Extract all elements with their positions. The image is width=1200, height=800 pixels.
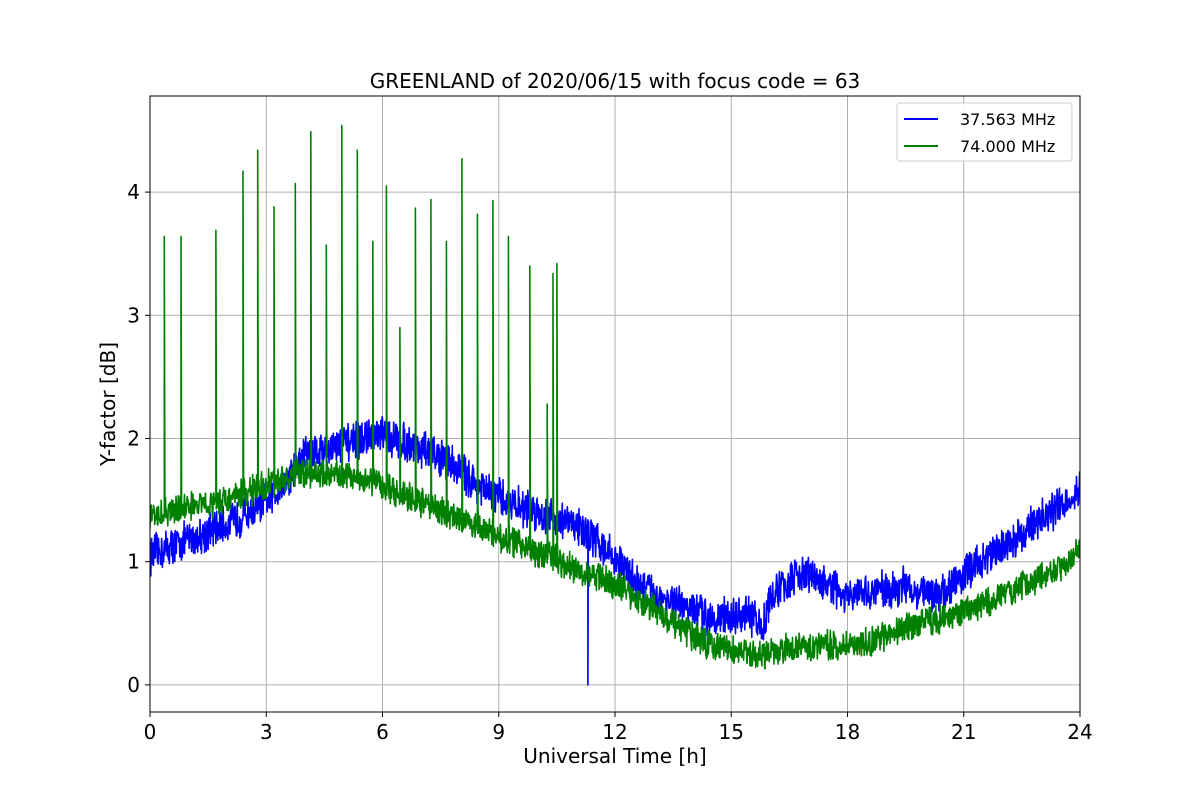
y-axis-label: Y-factor [dB] bbox=[96, 342, 120, 467]
legend-box bbox=[896, 102, 1073, 162]
x-tick-label: 0 bbox=[144, 720, 157, 744]
x-tick-label: 12 bbox=[602, 720, 627, 744]
x-tick-label: 15 bbox=[719, 720, 744, 744]
y-tick-label: 1 bbox=[127, 550, 140, 574]
x-axis: 0 3 6 9 12 15 18 21 24 bbox=[144, 712, 1093, 744]
y-axis: 0 1 2 3 4 bbox=[127, 180, 150, 697]
legend-label-series-1: 37.563 MHz bbox=[960, 110, 1055, 129]
x-tick-label: 3 bbox=[260, 720, 273, 744]
x-tick-label: 24 bbox=[1067, 720, 1092, 744]
chart-title: GREENLAND of 2020/06/15 with focus code … bbox=[370, 69, 861, 93]
x-tick-label: 9 bbox=[492, 720, 505, 744]
y-tick-label: 0 bbox=[127, 673, 140, 697]
x-tick-label: 6 bbox=[376, 720, 389, 744]
series-line-1 bbox=[150, 416, 1080, 686]
plot-area bbox=[150, 124, 1080, 686]
y-tick-label: 2 bbox=[127, 426, 140, 450]
x-tick-label: 21 bbox=[951, 720, 976, 744]
x-axis-label: Universal Time [h] bbox=[523, 744, 706, 768]
series-group bbox=[150, 124, 1080, 686]
legend-label-series-2: 74.000 MHz bbox=[960, 137, 1055, 156]
y-tick-label: 4 bbox=[127, 180, 140, 204]
x-tick-label: 18 bbox=[835, 720, 860, 744]
legend: 37.563 MHz 74.000 MHz bbox=[896, 102, 1073, 162]
series-line-2 bbox=[150, 124, 1080, 670]
y-tick-label: 3 bbox=[127, 303, 140, 327]
